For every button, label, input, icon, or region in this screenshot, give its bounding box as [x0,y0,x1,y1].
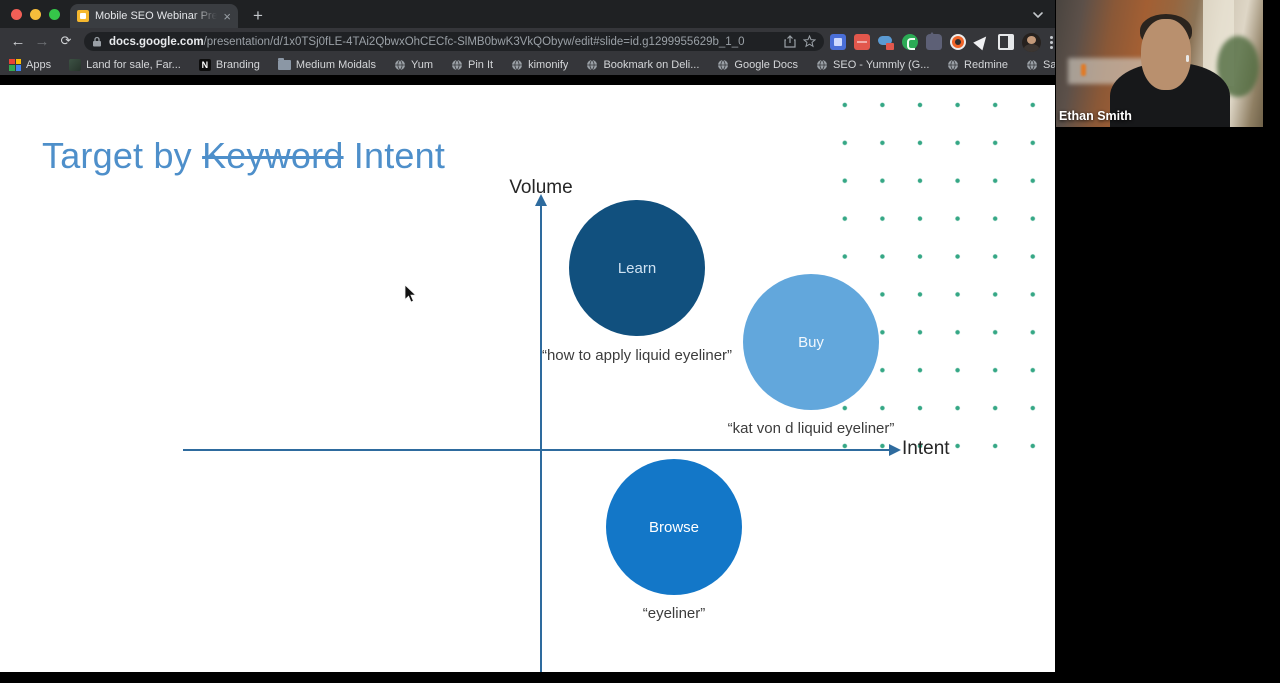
bookmark-pin-it[interactable]: Pin It [442,59,502,71]
forward-button[interactable]: → [34,32,50,50]
globe-icon [395,59,405,70]
globe-icon [452,59,463,70]
intent-axis-line [183,449,890,451]
slide-canvas[interactable]: Target by Keyword Intent Volume Intent L… [0,85,1055,672]
strikethrough-word: Keyword [202,135,344,176]
bookmark-google-docs[interactable]: Google Docs [708,59,807,71]
bubble-buy: Buy [743,274,879,410]
y-axis-label: Volume [509,177,573,198]
bookmark-redmine[interactable]: Redmine [938,59,1017,71]
webcam-panel: Ethan Smith [1055,0,1280,683]
earbud [1186,54,1190,62]
profile-avatar[interactable] [1022,32,1041,52]
extension-messenger-icon[interactable] [926,32,942,50]
globe-icon [948,59,959,70]
globe-icon [817,59,828,70]
extensions-row [830,32,1053,52]
url-domain: docs.google.com [109,35,204,48]
bubble-browse: Browse [606,459,742,595]
address-bar[interactable]: docs.google.com/presentation/d/1x0TSj0fL… [84,32,824,51]
background-candle [1080,63,1086,76]
share-icon[interactable] [784,35,796,48]
thumbnail-icon [69,58,82,71]
back-button[interactable]: ← [10,32,26,50]
extension-green-circle-icon[interactable] [902,34,918,50]
bubble-learn: Learn [569,200,705,336]
keyword-label-learn: “how to apply liquid eyeliner” [541,347,733,364]
close-window-button[interactable] [11,8,22,20]
window-controls [11,8,60,20]
globe-icon [1027,59,1038,70]
bookmark-branding[interactable]: N Branding [190,58,269,71]
decorative-dot-grid [826,86,1052,465]
bookmark-yum[interactable]: Yum [385,59,442,71]
extension-red-grid-icon[interactable] [854,34,870,50]
volume-axis-line [540,205,542,672]
tab-active[interactable]: Mobile SEO Webinar Presentati × [70,4,238,28]
volume-axis-arrowhead [535,194,547,206]
extension-cloud-sync-icon[interactable] [878,34,894,50]
chevron-down-icon[interactable] [1031,8,1045,22]
extension-aperture-camera-icon[interactable] [950,34,966,50]
bookmark-apps[interactable]: Apps [0,58,60,71]
google-slides-favicon [77,10,89,22]
tab-strip: Mobile SEO Webinar Presentati × + [0,0,1055,28]
bookmark-folder-medium-moidals[interactable]: Medium Moidals [269,57,385,71]
bookmarks-bar: Apps Land for sale, Far... N Branding Me… [0,54,1268,75]
slide-title: Target by Keyword Intent [42,135,446,176]
minimize-window-button[interactable] [30,8,41,20]
zoom-window-button[interactable] [49,8,60,20]
presenter-face [1140,19,1191,91]
bookmark-land-for-sale[interactable]: Land for sale, Far... [60,58,190,71]
lock-icon [92,36,102,47]
url-text: docs.google.com/presentation/d/1x0TSj0fL… [109,36,777,48]
globe-icon [718,59,729,70]
globe-icon [512,59,523,70]
globe-icon [587,59,598,70]
presentation-viewport: Target by Keyword Intent Volume Intent L… [0,75,1055,683]
x-axis-label: Intent [902,438,950,459]
extension-rocket-icon[interactable] [974,34,990,50]
tab-close-icon[interactable]: × [223,8,231,24]
folder-icon [277,57,291,70]
webcam-video: Ethan Smith [1056,0,1263,127]
bookmark-kimonify[interactable]: kimonify [502,59,577,71]
keyword-label-buy: “kat von d liquid eyeliner” [727,420,895,437]
url-path: /presentation/d/1x0TSj0fLE-4TAi2QbwxOhCE… [203,35,745,48]
bookmark-delicious[interactable]: Bookmark on Deli... [577,59,708,71]
extension-blue-doc-icon[interactable] [830,34,846,50]
keyword-label-browse: “eyeliner” [642,605,706,622]
presenter-name-label: Ethan Smith [1059,109,1132,123]
bookmark-star-icon[interactable] [803,35,816,48]
tab-title: Mobile SEO Webinar Presentati [95,10,218,22]
notion-icon: N [198,58,211,71]
reload-button[interactable]: ⟳ [60,33,72,48]
new-tab-button[interactable]: + [253,6,263,25]
mouse-cursor [404,284,417,303]
extension-reader-panel-icon[interactable] [998,34,1014,50]
browser-menu-icon[interactable] [1049,35,1053,49]
apps-grid-icon [9,58,21,71]
browser-window: Mobile SEO Webinar Presentati × + ← → ⟳ … [0,0,1055,683]
bookmark-seo-yummly[interactable]: SEO - Yummly (G... [807,59,938,71]
